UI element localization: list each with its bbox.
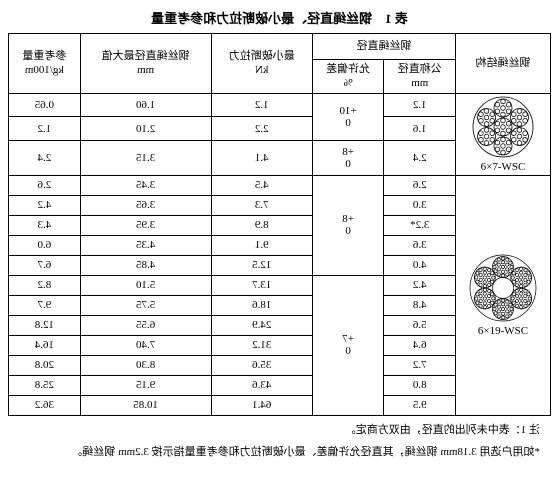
cell: 3.45 xyxy=(80,175,211,195)
cell: 1.2 xyxy=(211,93,312,117)
spec-table: 钢丝绳结构 钢丝绳直径 最小破断拉力kN 钢丝绳直径最大值mm 参考重量kg/1… xyxy=(8,33,551,416)
col-max-outer: 钢丝绳直径最大值mm xyxy=(80,34,211,94)
col-structure: 钢丝绳结构 xyxy=(456,34,551,94)
cell: 4.5 xyxy=(211,175,312,195)
cell: 1.2 xyxy=(384,93,456,117)
col-diameter-group: 钢丝绳直径 xyxy=(312,34,455,60)
cell: 2.10 xyxy=(80,117,211,141)
rope-diagram-6x7: 6×7-WSC xyxy=(472,96,534,173)
col-tolerance: 允许偏差% xyxy=(312,60,384,94)
structure-cell: 6×7-WSC xyxy=(456,93,551,175)
cell: +70 xyxy=(312,275,384,415)
footnote-2: *如用户选用 3.18mm 钢丝绳，其直径允许偏差、最小破断拉力和参考重量指示按… xyxy=(8,444,551,461)
cell: +80 xyxy=(312,141,384,175)
structure-cell: 6×19-WSC xyxy=(456,175,551,415)
table-title: 表 1 钢丝绳直径、最小破断拉力和参考重量 xyxy=(8,8,551,27)
footnote-1: 注 1：表中未列出的直径，由双方商定。 xyxy=(8,422,551,439)
cell: 2.6 xyxy=(384,175,456,195)
cell: +100 xyxy=(312,93,384,141)
cell: 1.60 xyxy=(80,93,211,117)
table-row: 6×19-WSC 2.6 +80 4.5 3.45 2.6 xyxy=(9,175,551,195)
cell: 2.4 xyxy=(384,141,456,175)
col-min-break: 最小破断拉力kN xyxy=(211,34,312,94)
table-row: 6×7-WSC 1.2 +100 1.2 1.60 0.65 xyxy=(9,93,551,117)
cell: 2.6 xyxy=(9,175,81,195)
cell: 2.2 xyxy=(211,117,312,141)
rope-diagram-6x19: 6×19-WSC xyxy=(469,254,537,337)
col-ref-weight: 参考重量kg/100m xyxy=(9,34,81,94)
cell: 3.15 xyxy=(80,141,211,175)
cell: 2.4 xyxy=(9,141,81,175)
cell: 1.2 xyxy=(9,117,81,141)
cell: 4.1 xyxy=(211,141,312,175)
cell: 1.6 xyxy=(384,117,456,141)
cell: +80 xyxy=(312,175,384,275)
cell: 0.65 xyxy=(9,93,81,117)
col-nominal-dia: 公称直径mm xyxy=(384,60,456,94)
